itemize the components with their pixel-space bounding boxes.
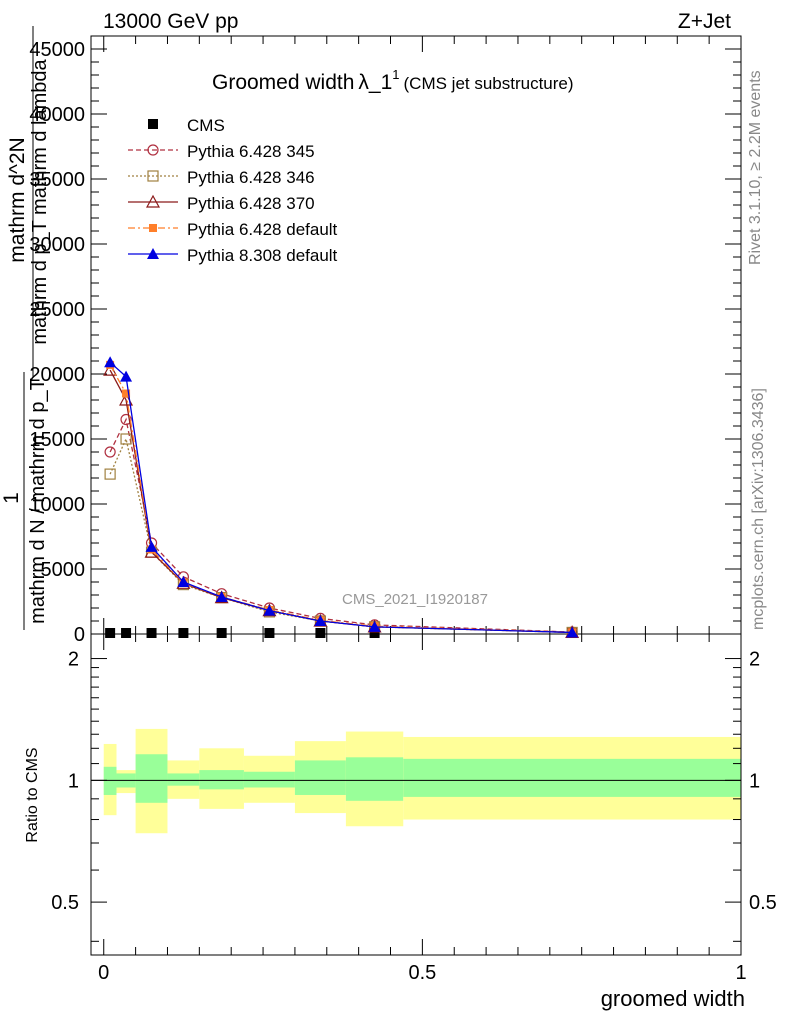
data-point-p8def — [120, 370, 133, 382]
data-point-p8def — [566, 626, 579, 638]
ratio-y-axis-label: Ratio to CMS — [24, 747, 41, 842]
data-point-cms — [369, 628, 380, 638]
legend-marker-p8def — [147, 248, 159, 259]
data-point-p8def — [314, 615, 327, 626]
ratio-inner-band — [403, 758, 741, 797]
data-point-p345 — [104, 446, 116, 458]
x-axis-label: groomed width — [601, 986, 745, 1011]
data-point-cms — [178, 628, 189, 638]
data-point-p8def — [104, 356, 117, 368]
x-tick-label: 0 — [98, 962, 109, 984]
y-axis-label-numerator-two: mathrm d^2N — [6, 137, 29, 262]
data-point-p8def — [368, 620, 381, 632]
data-point-p8def — [145, 540, 158, 552]
legend-label: Pythia 6.428 370 — [187, 194, 315, 213]
y-axis-label-numerator-one: 1 — [0, 492, 23, 504]
legend-label: Pythia 6.428 346 — [187, 168, 315, 187]
ratio-y-tick-label-right: 1 — [749, 770, 760, 792]
data-point-p345 — [120, 413, 132, 426]
chart-title: Groomed width λ_11 (CMS jet substructure) — [212, 67, 574, 94]
ratio-y-tick-label: 2 — [68, 649, 79, 671]
chart-title-text: Groomed width — [212, 71, 354, 94]
chart-title-superscript: 1 — [392, 67, 399, 82]
mcplots-label: mcplots.cern.ch [arXiv:1306.3436] — [750, 388, 767, 630]
chart-title-suffix: (CMS jet substructure) — [404, 74, 574, 93]
data-point-p346 — [120, 433, 132, 445]
header-right: Z+Jet — [678, 10, 731, 33]
main-y-tick-label: 10000 — [29, 494, 85, 516]
x-tick-label: 1 — [735, 962, 746, 984]
chart-title-symbol: λ_1 — [358, 71, 392, 94]
main-y-tick-label: 35000 — [29, 169, 85, 191]
legend-marker-p6def — [149, 224, 157, 232]
data-point-cms — [105, 628, 116, 638]
data-point-cms — [121, 628, 132, 638]
main-y-tick-label: 40000 — [29, 104, 85, 126]
ratio-inner-band — [167, 773, 200, 786]
legend-label: Pythia 6.428 default — [187, 220, 338, 239]
data-point-p346 — [104, 468, 116, 480]
legend-marker-p345 — [147, 144, 159, 156]
legend-marker-cms — [148, 119, 158, 129]
ratio-inner-band — [294, 760, 346, 795]
main-y-tick-label: 20000 — [29, 364, 85, 386]
ratio-inner-band — [345, 757, 404, 801]
data-point-cms — [216, 628, 227, 638]
data-point-p8def — [215, 590, 228, 602]
ratio-inner-band — [243, 771, 295, 788]
main-y-tick-label: 30000 — [29, 234, 85, 256]
legend-label: Pythia 6.428 345 — [187, 142, 315, 161]
ratio-inner-band — [135, 754, 168, 803]
main-y-tick-label: 0 — [74, 624, 85, 646]
y-axis-label-denominator-one: mathrm d N / mathrm d p_T — [27, 378, 49, 624]
main-y-tick-label: 5000 — [41, 559, 86, 581]
ratio-inner-band — [103, 766, 117, 795]
data-point-cms — [264, 628, 275, 638]
data-point-p8def — [263, 604, 276, 616]
ratio-y-tick-label: 0.5 — [51, 892, 79, 914]
legend-label: CMS — [187, 116, 225, 135]
data-point-cms — [315, 628, 326, 638]
data-point-cms — [146, 628, 157, 638]
header-left: 13000 GeV pp — [103, 10, 238, 33]
data-point-p6def — [122, 389, 131, 398]
ratio-y-tick-label-right: 2 — [749, 649, 760, 671]
data-point-p8def — [177, 576, 190, 587]
analysis-watermark: CMS_2021_I1920187 — [342, 591, 488, 608]
ratio-y-tick-label-right: 0.5 — [749, 892, 777, 914]
legend-label: Pythia 8.308 default — [187, 246, 338, 265]
main-y-tick-label: 15000 — [29, 429, 85, 451]
y-axis-label-denominator-two: mathrm d p_T mathrm d lambda — [29, 58, 51, 344]
ratio-inner-band — [199, 770, 244, 790]
main-y-tick-label: 25000 — [29, 299, 85, 321]
ratio-y-tick-label: 1 — [68, 770, 79, 792]
x-tick-label: 0.5 — [408, 962, 436, 984]
main-y-tick-label: 45000 — [29, 39, 85, 61]
legend-marker-p346 — [147, 170, 159, 182]
legend-marker-p370 — [145, 194, 161, 208]
rivet-label: Rivet 3.1.10, ≥ 2.2M events — [747, 70, 764, 265]
ratio-plot-frame — [90, 633, 742, 956]
